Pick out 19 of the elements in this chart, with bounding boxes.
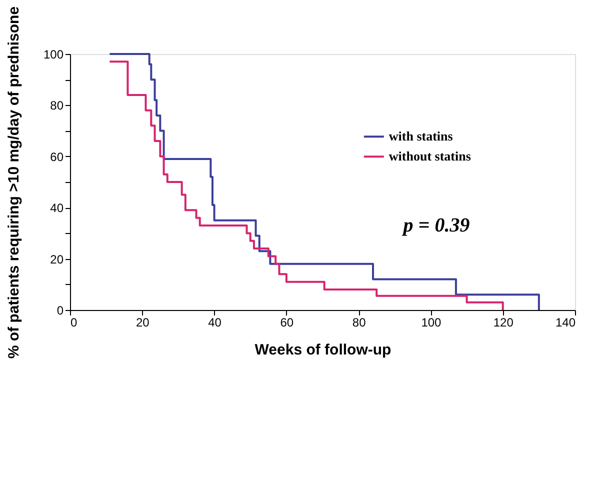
legend-label: with statins (388, 128, 453, 144)
x-tick-label: 120 (493, 316, 514, 330)
x-tick-label: 0 (70, 316, 78, 330)
x-tick-label: 100 (421, 316, 442, 330)
y-tick-label: 40 (50, 201, 64, 216)
y-tick-label: 80 (50, 98, 64, 113)
x-tick-label: 60 (280, 316, 294, 330)
legend-label: without statins (388, 148, 471, 164)
y-tick-label: 0 (56, 304, 64, 318)
x-tick-label: 40 (208, 316, 222, 330)
y-axis-title: % of patients requiring >10 mg/day of prednisone (5, 6, 22, 359)
y-tick-label: 100 (43, 48, 64, 62)
annotation: p = 0.39 (401, 214, 470, 237)
x-tick-label: 80 (352, 316, 366, 330)
x-tick-label: 140 (555, 316, 576, 330)
x-axis-title: Weeks of follow-up (254, 342, 392, 358)
y-tick-label: 60 (50, 150, 64, 164)
x-tick-label: 20 (136, 316, 150, 330)
y-tick-label: 20 (50, 252, 64, 266)
